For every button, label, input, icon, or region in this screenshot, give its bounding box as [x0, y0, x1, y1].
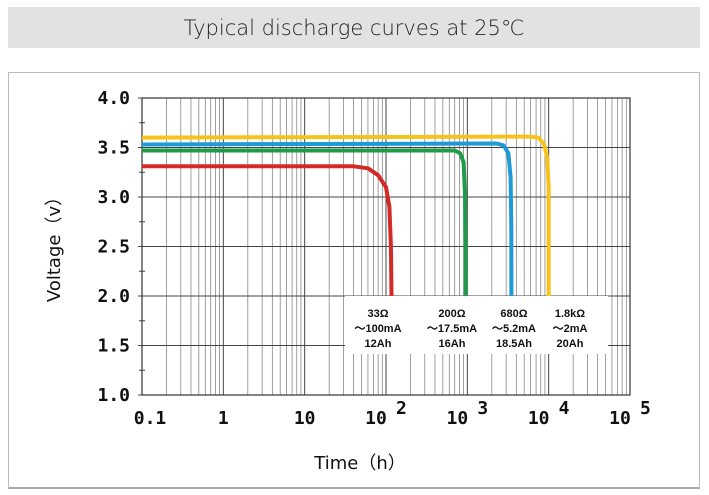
legend-current: ～5.2mA	[492, 323, 536, 335]
chart-title: Typical discharge curves at 25℃	[8, 7, 700, 48]
tick-labels: 4.0 3.5 3.0 2.5 2.0 1.5 1.00.1 1 10 10 2 10 3 10 4 10 5	[97, 88, 650, 429]
x-axis-label: Time（h）	[313, 453, 405, 474]
series-line-1	[142, 148, 468, 297]
x-tick-label: 10	[294, 408, 316, 429]
x-tick-exponent: 2	[396, 398, 407, 419]
plot-border	[141, 97, 631, 396]
series-line-3	[141, 134, 551, 296]
x-tick-label: 0.1	[134, 408, 167, 429]
chart-frame	[8, 72, 700, 489]
y-tick-label: 3.0	[97, 187, 130, 208]
legend-background	[345, 296, 608, 354]
legend-name: 1.8kΩ	[555, 308, 585, 320]
legend-current: ～2mA	[553, 323, 588, 335]
y-tick-label: 2.5	[97, 237, 130, 258]
legend-capacity: 18.5Ah	[496, 338, 532, 350]
x-tick-label: 1	[218, 408, 229, 429]
x-tick-exponent: 5	[640, 398, 651, 419]
legend-current: ～100mA	[354, 323, 401, 335]
y-tick-label: 3.5	[97, 138, 130, 159]
legend-name: 33Ω	[367, 308, 388, 320]
x-tick-exponent: 3	[477, 398, 488, 419]
series-line-2	[141, 141, 514, 297]
series-line-0	[142, 164, 394, 297]
legend-current: ～17.5mA	[427, 323, 477, 335]
x-tick-label: 10	[365, 408, 387, 429]
y-axis-label: Voltage（v）	[44, 188, 65, 302]
y-tick-label: 1.0	[97, 385, 130, 406]
x-tick-label: 10	[446, 408, 468, 429]
legend-capacity: 16Ah	[439, 338, 466, 350]
x-tick-exponent: 4	[559, 398, 570, 419]
legend-capacity: 12Ah	[365, 338, 392, 350]
y-tick-label: 1.5	[97, 336, 130, 357]
legend-name: 680Ω	[500, 308, 527, 320]
y-tick-label: 2.0	[97, 286, 130, 307]
x-tick-label: 10	[609, 408, 631, 429]
legend-capacity: 20Ah	[557, 338, 584, 350]
legend-name: 200Ω	[438, 308, 465, 320]
legend-box: 33Ω ～100mA 12Ah 200Ω ～17.5mA 16Ah 680Ω ～5.2mA 18…	[345, 296, 608, 354]
y-tick-label: 4.0	[97, 88, 130, 109]
x-tick-label: 10	[528, 408, 550, 429]
curves	[141, 134, 551, 297]
